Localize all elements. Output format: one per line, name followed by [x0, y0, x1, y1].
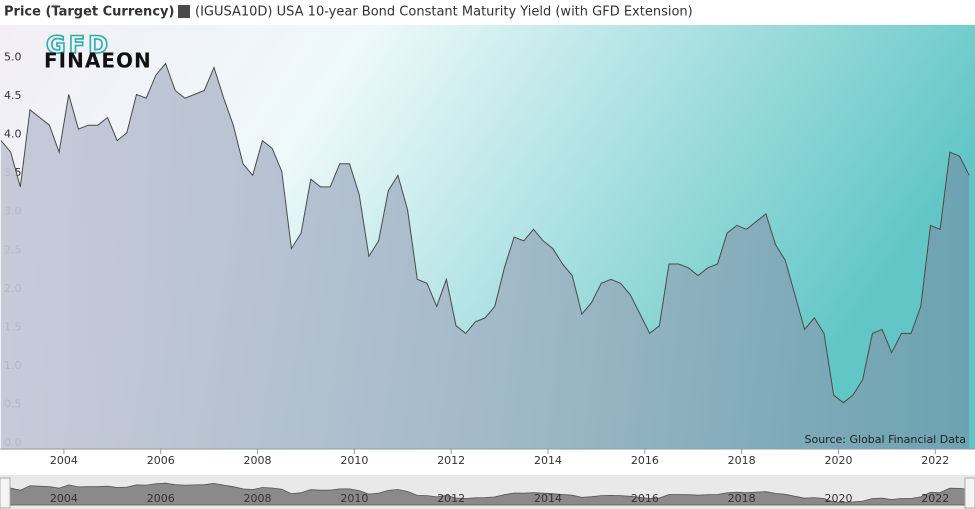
navigator-tick-label: 2008 [244, 492, 272, 505]
navigator-area [0, 482, 970, 506]
legend-label: (IGUSA10D) USA 10-year Bond Constant Mat… [195, 5, 693, 20]
navigator-tick-label: 2014 [534, 492, 562, 505]
y-tick-label: 4.0 [4, 128, 22, 141]
navigator-tick-label: 2016 [631, 492, 659, 505]
x-tick-label: 2006 [147, 454, 175, 467]
x-tick-label: 2014 [534, 454, 562, 467]
x-tick-label: 2012 [437, 454, 465, 467]
navigator-tick-label: 2010 [340, 492, 368, 505]
y-tick-label: 4.5 [4, 89, 22, 102]
navigator-handle-right[interactable] [964, 477, 975, 509]
plot: 0.00.51.01.52.02.53.03.54.04.55.02004200… [0, 51, 970, 467]
x-tick-label: 2022 [921, 454, 949, 467]
navigator-tick-label: 2022 [921, 492, 949, 505]
logo-bottom: FINAEON [44, 49, 152, 73]
navigator-tick-label: 2018 [728, 492, 756, 505]
chart-title: Price (Target Currency) [4, 5, 174, 20]
logo-top: GFD [46, 31, 111, 59]
legend-swatch [178, 5, 190, 18]
x-tick-label: 2016 [631, 454, 659, 467]
x-tick-label: 2020 [824, 454, 852, 467]
navigator-tick-label: 2012 [437, 492, 465, 505]
source-note: Source: Global Financial Data [805, 433, 967, 446]
navigator-tick-label: 2020 [824, 492, 852, 505]
navigator-tick-label: 2006 [147, 492, 175, 505]
x-tick-label: 2004 [50, 454, 78, 467]
series-line [0, 62, 970, 404]
navigator-series: 2004 2006 2008 2010 2012 2014 2016 2018 2020 2022 [0, 482, 970, 506]
y-tick-label: 5.0 [4, 51, 22, 64]
navigator-handle-left[interactable] [0, 477, 11, 509]
x-tick-label: 2010 [340, 454, 368, 467]
area-fill [0, 63, 970, 449]
navigator-tick-label: 2004 [50, 492, 78, 505]
x-tick-label: 2008 [244, 454, 272, 467]
x-tick-label: 2018 [728, 454, 756, 467]
